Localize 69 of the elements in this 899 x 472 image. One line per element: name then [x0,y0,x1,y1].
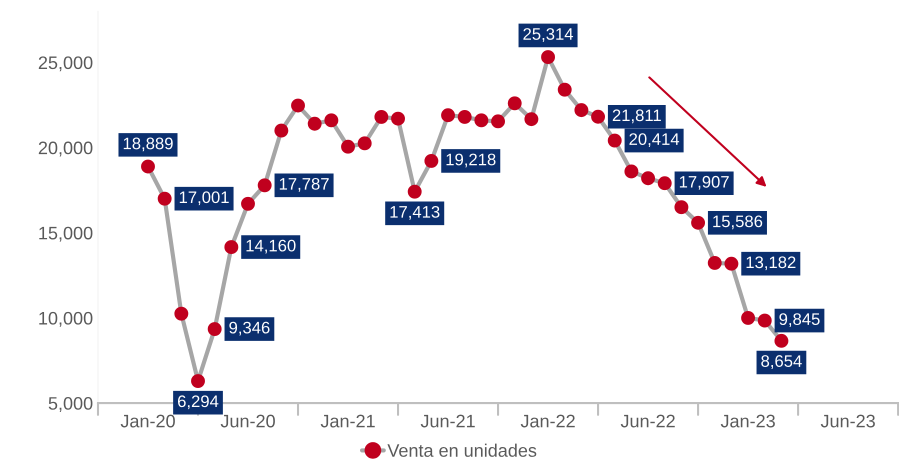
point [691,216,706,230]
data-label: 21,811 [612,109,661,124]
point [741,310,756,325]
point [641,171,656,186]
x-tick-label: Jan-21 [320,414,375,428]
point [341,140,355,154]
point [491,114,505,128]
point [524,112,538,126]
point [574,103,588,118]
point [224,240,238,254]
point [774,334,788,348]
point [158,192,172,206]
point [541,50,555,64]
point [424,154,438,168]
y-tick-label: 5,000 [48,397,92,412]
point [358,136,372,150]
y-tick-label: 20,000 [38,142,92,156]
data-label: 9,346 [229,322,270,336]
point [291,98,305,112]
x-tick-label: Jan-23 [720,414,775,428]
point [374,110,388,124]
data-label: 17,787 [280,178,329,192]
x-tick-label: Jun-22 [620,414,675,428]
point [241,196,255,211]
point [274,124,288,138]
point [474,113,488,128]
x-tick-label: Jun-20 [220,414,275,428]
x-tick-label: Jun-21 [420,414,475,428]
y-tick-label: 10,000 [39,312,92,327]
point [208,322,222,336]
point [191,374,205,388]
point [508,96,522,110]
data-label: 19,218 [446,154,496,168]
point [391,112,405,126]
data-label: 20,414 [629,133,680,147]
data-label: 25,314 [523,28,574,42]
point [758,314,772,328]
point [674,200,688,214]
data-label: 8,654 [761,355,802,369]
point [324,113,338,128]
point [441,108,455,122]
y-tick-label: 25,000 [38,56,92,72]
data-label: 13,182 [746,256,796,270]
data-label: 17,907 [680,176,729,190]
data-label: 9,845 [779,313,820,328]
point [608,134,622,148]
data-label: 17,001 [180,191,229,206]
data-label: 14,160 [246,240,296,254]
point [258,178,272,192]
x-tick-label: Jun-23 [820,414,875,428]
point [141,160,155,174]
point [658,176,672,190]
point [408,184,422,199]
point [558,82,572,97]
point [458,110,472,124]
point [174,306,188,321]
x-tick-label: Jan-20 [120,414,175,428]
point [708,256,722,270]
data-label: 6,294 [178,395,218,410]
x-tick-label: Jan-22 [520,414,575,428]
point [591,110,606,124]
data-label: 17,413 [390,206,440,220]
y-tick-label: 15,000 [39,226,92,242]
point [724,256,738,271]
point [308,116,322,131]
data-label: 18,889 [124,138,173,152]
legend-label: Venta en unidades [387,444,536,457]
data-label: 15,586 [713,215,762,230]
point [624,164,638,178]
